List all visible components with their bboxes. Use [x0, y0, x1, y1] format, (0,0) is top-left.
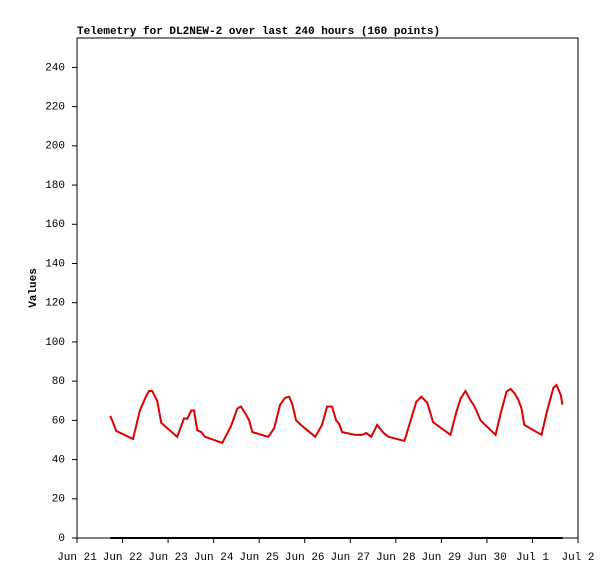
y-tick-label: 40: [52, 454, 65, 466]
plot-frame: [76, 37, 579, 539]
x-tick-label: Jul 2: [561, 552, 594, 564]
y-tick-label: 200: [45, 141, 65, 153]
y-tick-label: 100: [45, 337, 65, 349]
data-line: [109, 383, 564, 445]
y-tick-label: 80: [52, 376, 65, 388]
x-tick-label: Jun 26: [285, 552, 325, 564]
x-tick-label: Jun 22: [103, 552, 143, 564]
x-tick-label: Jun 27: [330, 552, 370, 564]
x-tick-label: Jun 24: [194, 552, 234, 564]
x-tick-label: Jul 1: [516, 552, 549, 564]
x-tick-label: Jun 23: [148, 552, 188, 564]
x-tick-label: Jun 25: [239, 552, 279, 564]
y-tick-label: 20: [52, 494, 65, 506]
x-tick-label: Jun 29: [422, 552, 462, 564]
chart-title: Telemetry for DL2NEW-2 over last 240 hou…: [77, 26, 440, 38]
y-tick-label: 140: [45, 258, 65, 270]
y-tick-label: 160: [45, 219, 65, 231]
x-tick-label: Jun 21: [57, 552, 97, 564]
y-tick-label: 220: [45, 102, 65, 114]
y-tick-label: 60: [52, 415, 65, 427]
y-axis-label: Values: [28, 268, 40, 308]
x-tick-label: Jun 30: [467, 552, 507, 564]
y-tick-label: 0: [58, 533, 65, 545]
y-tick-label: 240: [45, 62, 65, 74]
y-tick-label: 120: [45, 298, 65, 310]
y-tick-label: 180: [45, 180, 65, 192]
x-tick-label: Jun 28: [376, 552, 416, 564]
